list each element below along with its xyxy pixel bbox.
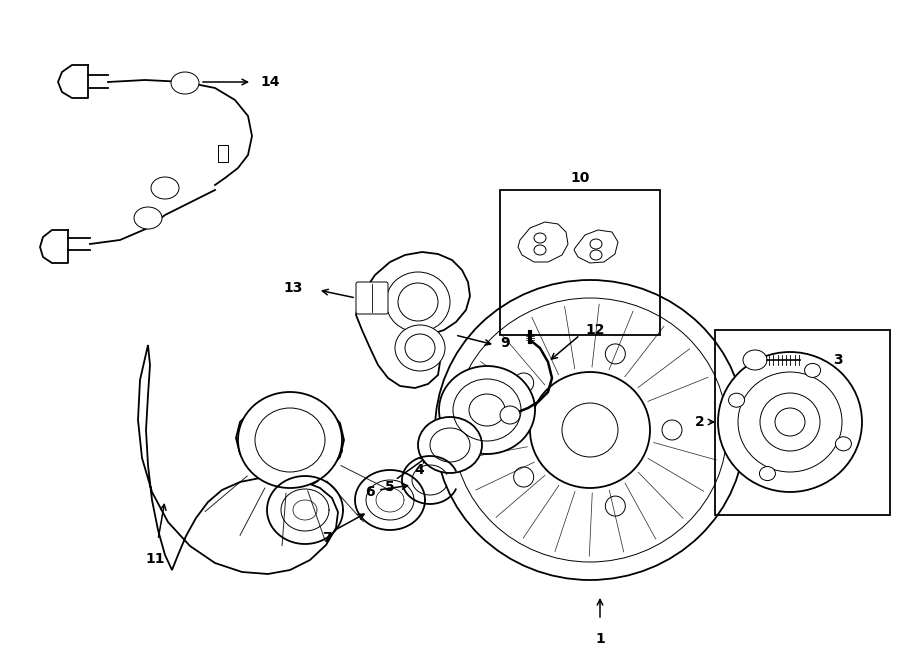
Bar: [715, 330, 890, 515]
Text: 13: 13: [284, 281, 303, 295]
Text: 2: 2: [695, 415, 705, 429]
Polygon shape: [356, 252, 470, 388]
Ellipse shape: [805, 364, 821, 377]
Text: 3: 3: [833, 353, 842, 367]
Ellipse shape: [500, 406, 520, 424]
Text: 6: 6: [365, 485, 374, 499]
Polygon shape: [58, 65, 88, 98]
Text: 14: 14: [260, 75, 280, 89]
Text: 1: 1: [595, 632, 605, 646]
Bar: [500, 190, 660, 335]
Text: 7: 7: [322, 531, 332, 545]
Ellipse shape: [151, 177, 179, 199]
Text: 9: 9: [500, 336, 509, 350]
Text: 8: 8: [333, 443, 343, 457]
Ellipse shape: [743, 350, 767, 370]
Polygon shape: [138, 345, 344, 574]
Text: 10: 10: [571, 171, 590, 185]
Polygon shape: [574, 230, 618, 263]
Text: 11: 11: [145, 552, 165, 566]
Ellipse shape: [395, 325, 445, 371]
Ellipse shape: [238, 392, 342, 488]
Ellipse shape: [718, 352, 862, 492]
Ellipse shape: [386, 272, 450, 332]
Polygon shape: [40, 230, 68, 263]
Ellipse shape: [418, 417, 482, 473]
Ellipse shape: [439, 366, 535, 454]
Ellipse shape: [760, 467, 776, 481]
Text: 12: 12: [585, 323, 605, 337]
Ellipse shape: [729, 393, 744, 407]
Ellipse shape: [835, 437, 851, 451]
Ellipse shape: [171, 72, 199, 94]
Polygon shape: [518, 222, 568, 262]
Text: 4: 4: [414, 463, 424, 477]
FancyBboxPatch shape: [356, 282, 388, 314]
Ellipse shape: [134, 207, 162, 229]
Text: 5: 5: [385, 480, 395, 494]
